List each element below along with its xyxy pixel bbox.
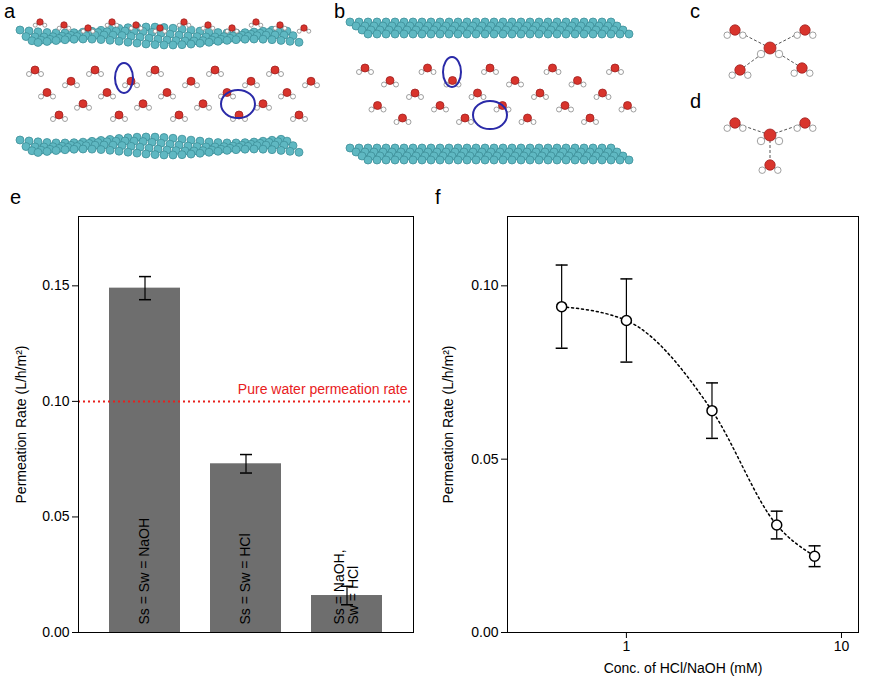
svg-text:a: a — [4, 0, 16, 22]
svg-text:Ss = Sw = HCl: Ss = Sw = HCl — [237, 533, 253, 624]
svg-text:10: 10 — [834, 638, 850, 654]
svg-text:0.00: 0.00 — [42, 624, 69, 640]
svg-text:Conc. of HCl/NaOH (mM): Conc. of HCl/NaOH (mM) — [604, 660, 763, 676]
svg-text:1: 1 — [623, 638, 631, 654]
svg-text:0.15: 0.15 — [42, 277, 69, 293]
svg-text:Pure water permeation rate: Pure water permeation rate — [238, 381, 408, 397]
svg-text:0.10: 0.10 — [471, 277, 498, 293]
html-text:f: f — [435, 186, 441, 208]
svg-text:d: d — [690, 90, 701, 112]
svg-text:Permeation Rate (L/h/m²): Permeation Rate (L/h/m²) — [440, 346, 456, 504]
svg-text:c: c — [690, 0, 700, 22]
svg-text:0.05: 0.05 — [42, 508, 69, 524]
svg-text:Ss = Sw = NaOH: Ss = Sw = NaOH — [136, 518, 152, 625]
svg-text:0.10: 0.10 — [42, 393, 69, 409]
html-text:e: e — [10, 186, 22, 208]
svg-text:0.05: 0.05 — [471, 451, 498, 467]
svg-text:b: b — [334, 0, 345, 22]
svg-text:Ss = NaOH,Sw = HCl: Ss = NaOH,Sw = HCl — [331, 549, 361, 624]
svg-text:Permeation Rate (L/h/m²): Permeation Rate (L/h/m²) — [13, 346, 29, 504]
svg-text:0.00: 0.00 — [471, 624, 498, 640]
